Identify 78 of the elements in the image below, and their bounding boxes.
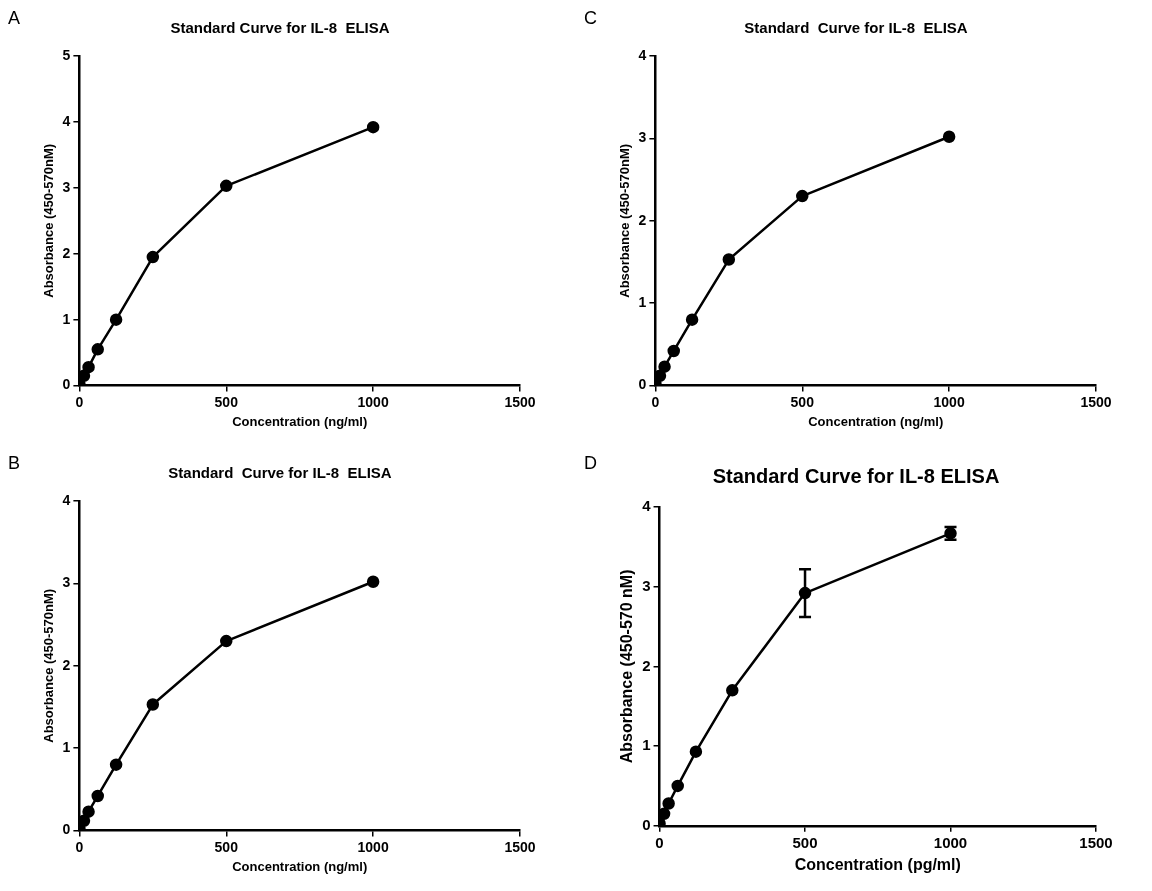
point [220, 634, 233, 648]
point [91, 789, 104, 803]
x-axis-title: Concentration (ng/ml) [808, 413, 944, 429]
y-tick-label: 3 [642, 576, 651, 594]
y-tick-label: 0 [642, 815, 651, 833]
point [82, 360, 95, 374]
x-tick-label: 1000 [357, 838, 389, 855]
point [726, 684, 739, 697]
point [658, 360, 671, 373]
y-axis-title: Absorbance (450-570nM) [41, 588, 57, 743]
x-tick-label: 0 [75, 393, 84, 410]
x-axis-title: Concentration (pg/ml) [794, 855, 961, 873]
x-axis-title: Concentration (ng/ml) [232, 413, 368, 429]
point [79, 369, 91, 382]
point [82, 805, 95, 818]
text: C [584, 8, 597, 29]
x-tick-label: 500 [792, 833, 818, 851]
y-tick-label: 5 [62, 46, 71, 63]
x-tick-label: 1500 [504, 838, 536, 855]
y-tick-label: 1 [638, 294, 647, 311]
chart-title: Standard Curve for IL-8 ELISA [712, 464, 1000, 487]
point [942, 130, 956, 143]
x-tick-label: 1500 [1079, 833, 1113, 851]
chart-title: Standard Curve for IL-8 ELISA [744, 19, 968, 37]
point [220, 179, 233, 193]
y-tick-label: 1 [62, 310, 71, 327]
y-tick-label: 4 [638, 46, 647, 63]
point [685, 313, 699, 326]
point [667, 344, 680, 358]
y-tick-label: 2 [62, 656, 71, 673]
x-tick-label: 1000 [357, 393, 389, 410]
x-axis-title: Concentration (ng/ml) [232, 858, 368, 874]
x-tick-label: 1000 [933, 833, 968, 851]
text: A [8, 8, 21, 29]
x-tick-label: 500 [214, 393, 239, 410]
point [662, 797, 675, 810]
point [146, 250, 160, 264]
y-tick-label: 0 [62, 821, 71, 838]
point [146, 698, 160, 711]
point [109, 313, 123, 326]
x-tick-label: 0 [655, 833, 664, 851]
x-tick-label: 0 [75, 838, 84, 855]
point [109, 758, 123, 771]
point [366, 575, 380, 588]
x-tick-label: 1500 [504, 393, 536, 410]
y-axis-title: Absorbance (450-570nM) [617, 143, 633, 298]
x-tick-label: 500 [790, 393, 815, 410]
point [659, 807, 671, 821]
point [366, 120, 380, 134]
point [689, 745, 703, 758]
y-tick-label: 2 [62, 244, 71, 261]
y-tick-label: 2 [638, 211, 647, 228]
y-tick-label: 3 [638, 129, 647, 146]
y-tick-label: 4 [62, 112, 71, 129]
y-tick-label: 0 [62, 376, 71, 393]
y-tick-label: 3 [62, 574, 71, 591]
y-tick-label: 4 [62, 491, 71, 508]
text: D [584, 453, 597, 474]
point [655, 369, 667, 382]
x-tick-label: 1000 [933, 393, 965, 410]
point [79, 814, 91, 827]
x-tick-label: 500 [214, 838, 239, 855]
chart-title: Standard Curve for IL-8 ELISA [170, 19, 390, 37]
y-axis-title: Absorbance (450-570 nM) [618, 569, 636, 764]
text: B [8, 453, 21, 474]
y-tick-label: 2 [642, 656, 651, 674]
point [722, 253, 736, 266]
point [796, 189, 809, 203]
y-tick-label: 1 [62, 739, 71, 756]
point [91, 343, 104, 356]
y-axis-title: Absorbance (450-570nM) [41, 143, 57, 298]
y-tick-label: 1 [642, 736, 651, 754]
x-tick-label: 1500 [1080, 393, 1112, 410]
y-tick-label: 3 [62, 178, 71, 195]
point [671, 779, 684, 793]
chart-title: Standard Curve for IL-8 ELISA [168, 464, 392, 482]
y-tick-label: 0 [638, 376, 647, 393]
y-tick-label: 4 [642, 497, 652, 515]
